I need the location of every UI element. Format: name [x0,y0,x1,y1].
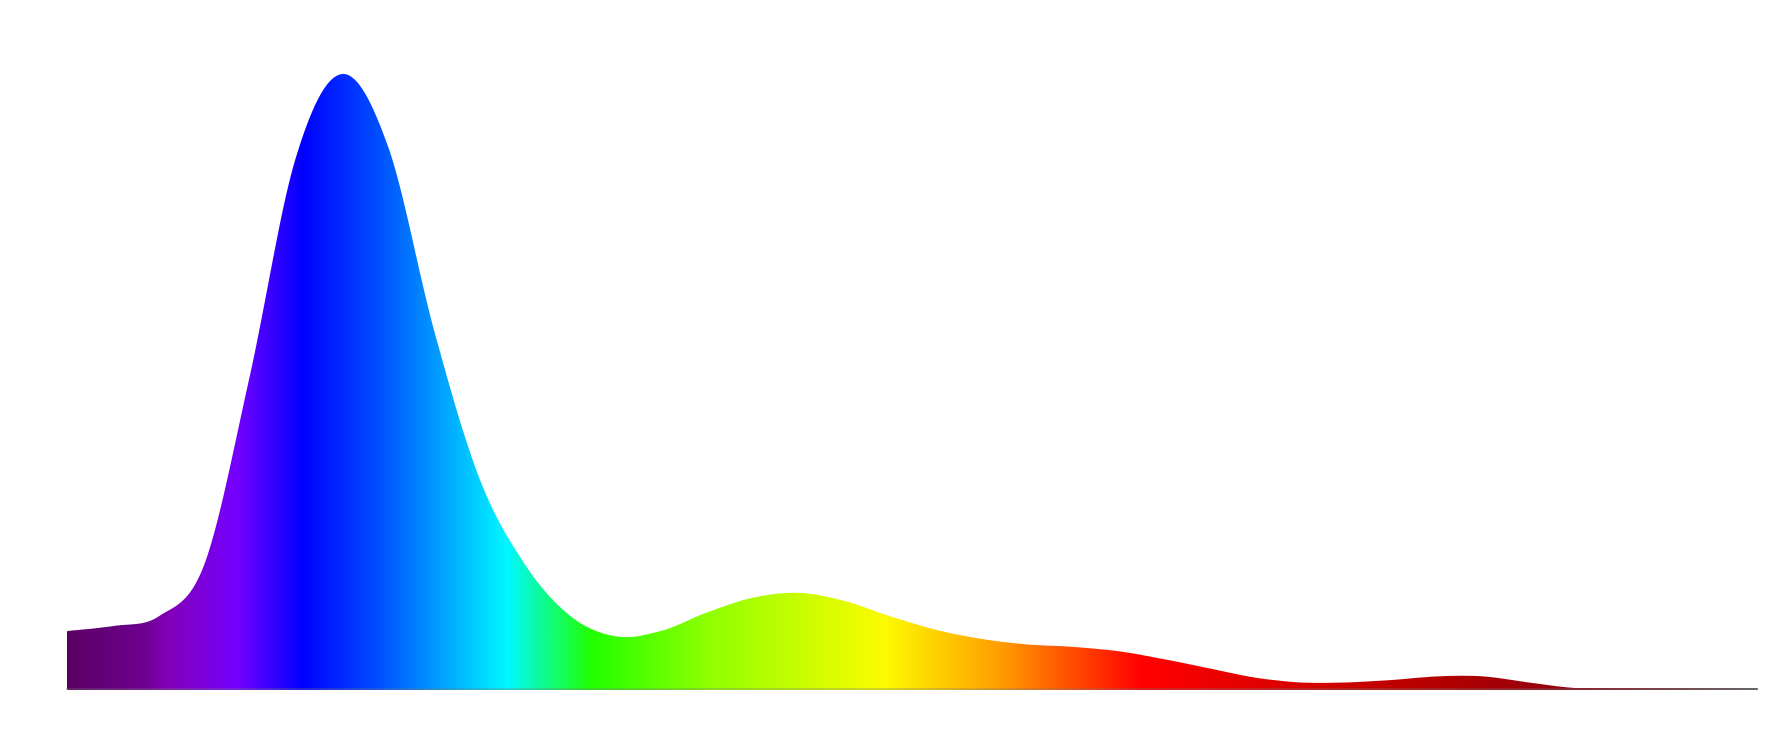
spectrum-area [67,73,1758,690]
